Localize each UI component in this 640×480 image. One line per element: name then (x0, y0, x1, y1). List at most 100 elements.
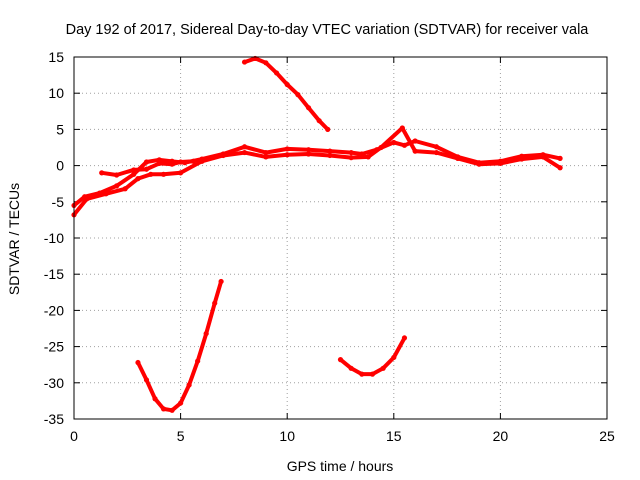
x-axis-label: GPS time / hours (287, 458, 394, 474)
y-tick-label: 5 (56, 121, 64, 137)
data-point (143, 166, 150, 172)
y-tick-label: -35 (44, 411, 64, 427)
data-point (190, 158, 196, 164)
data-point (241, 149, 248, 156)
x-tick-label: 25 (599, 428, 615, 444)
data-point (152, 396, 158, 402)
data-point (156, 157, 162, 163)
y-tick-label: -10 (44, 230, 64, 246)
y-tick-label: -15 (44, 266, 64, 282)
data-point (178, 400, 184, 406)
data-point (433, 149, 440, 156)
data-point (103, 191, 109, 197)
x-tick-label: 0 (70, 428, 78, 444)
data-point (316, 118, 322, 124)
data-point (380, 365, 386, 371)
y-tick-label: -25 (44, 339, 64, 355)
data-point (476, 161, 482, 167)
data-point (143, 159, 150, 165)
data-point (169, 407, 175, 413)
data-point (84, 196, 90, 202)
x-tick-label: 20 (493, 428, 509, 444)
data-point (305, 105, 312, 111)
data-point (284, 146, 290, 152)
data-point (433, 144, 440, 150)
data-point (391, 139, 397, 146)
data-point (122, 186, 128, 192)
data-point (160, 171, 167, 177)
x-tick-label: 10 (279, 428, 295, 444)
data-point (557, 155, 563, 161)
data-point (412, 148, 418, 154)
data-point (497, 160, 503, 167)
data-point (263, 149, 269, 156)
data-point (557, 165, 563, 171)
data-point (348, 365, 354, 371)
data-point (369, 371, 376, 377)
data-point (135, 359, 141, 366)
data-point (401, 335, 408, 341)
data-point (284, 81, 290, 88)
y-tick-label: 15 (48, 49, 64, 65)
x-tick-label: 5 (177, 428, 185, 444)
data-point (378, 144, 384, 151)
data-point (203, 330, 209, 337)
data-point (295, 92, 301, 98)
data-point (325, 126, 331, 132)
data-point (455, 155, 461, 161)
data-point (327, 148, 333, 154)
data-point (131, 171, 137, 177)
data-point (273, 70, 280, 76)
data-point (220, 152, 226, 159)
y-tick-label: -30 (44, 375, 64, 391)
data-point (348, 155, 354, 161)
data-point (263, 60, 269, 66)
data-point (169, 161, 175, 167)
data-point (365, 154, 371, 160)
data-point (131, 167, 137, 173)
data-point (305, 147, 312, 153)
data-point (199, 158, 205, 164)
data-point (284, 152, 290, 158)
data-point (178, 170, 184, 176)
axis-ticks: 0 5 10 15 20 25 15 10 5 0 -5 -10 -15 -20 -25 -30 -35 (44, 49, 615, 444)
data-point (263, 154, 269, 160)
data-point (337, 357, 344, 363)
data-point (178, 159, 184, 165)
x-tick-label: 15 (386, 428, 402, 444)
data-point (327, 152, 333, 159)
data-point (114, 172, 120, 178)
y-tick-label: 10 (48, 85, 64, 101)
data-point (519, 156, 525, 162)
data-series (71, 55, 563, 413)
data-point (391, 354, 397, 361)
data-point (359, 371, 365, 377)
data-point (241, 144, 248, 150)
data-point (540, 154, 546, 160)
data-point (401, 142, 408, 148)
y-tick-label: 0 (56, 158, 64, 174)
chart-title: Day 192 of 2017, Sidereal Day-to-day VTE… (66, 22, 590, 38)
data-point (148, 171, 154, 177)
plot-frame (73, 56, 608, 420)
data-point (241, 59, 248, 65)
data-point (212, 300, 218, 306)
data-point (143, 377, 150, 383)
data-point (114, 183, 120, 189)
data-point (399, 125, 405, 131)
data-point (156, 160, 162, 167)
y-tick-label: -5 (52, 194, 65, 210)
data-point (195, 358, 201, 364)
y-tick-label: -20 (44, 302, 64, 318)
data-point (99, 170, 105, 176)
data-point (135, 176, 141, 182)
data-point (412, 138, 418, 144)
data-point (305, 151, 312, 157)
data-point (218, 278, 224, 285)
data-point (160, 406, 167, 412)
y-axis-label: SDTVAR / TECUs (6, 183, 22, 295)
data-point (348, 149, 354, 156)
data-point (186, 382, 192, 388)
